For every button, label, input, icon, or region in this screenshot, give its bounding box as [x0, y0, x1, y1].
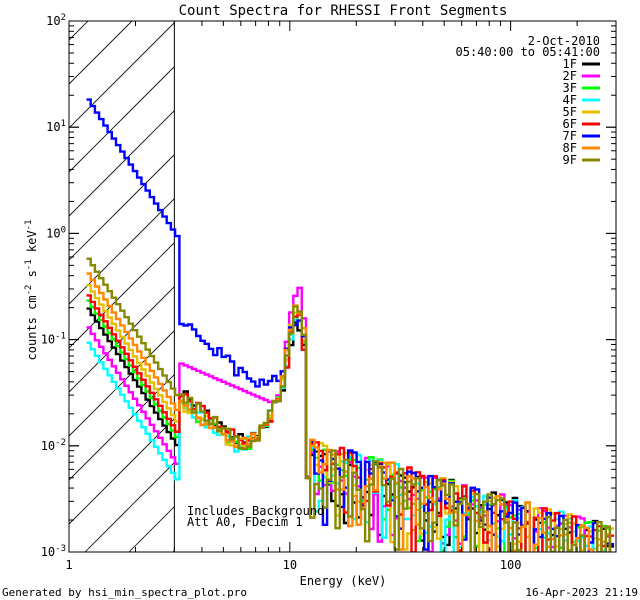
- footer-generated-by: Generated by hsi_min_spectra_plot.pro: [2, 586, 247, 599]
- date-label: 2-Oct-2010: [528, 34, 600, 48]
- y-tick-label: 10-1: [41, 332, 66, 347]
- x-axis-label: Energy (keV): [300, 574, 387, 588]
- x-tick-labels: 1 10 100: [65, 558, 521, 572]
- legend-label-4F: 4F: [563, 93, 577, 107]
- legend-label-3F: 3F: [563, 81, 577, 95]
- y-tick-label: 102: [46, 13, 66, 28]
- legend-label-9F: 9F: [563, 153, 577, 167]
- legend-label-8F: 8F: [563, 141, 577, 155]
- y-tick-label: 10-3: [41, 544, 66, 559]
- series-9F: [86, 257, 612, 552]
- y-tick-label: 10-2: [41, 438, 66, 453]
- x-tick-label: 1: [65, 558, 72, 572]
- hatch-line: [69, 198, 175, 305]
- series-layer: [86, 98, 615, 552]
- time-range-label: 05:40:00 to 05:41:00: [456, 45, 601, 59]
- hatch-line: [69, 418, 175, 525]
- y-axis-label: counts cm-2 s-1 keV-1: [24, 220, 39, 361]
- y-tick-label: 100: [46, 225, 66, 240]
- legend-label-2F: 2F: [563, 69, 577, 83]
- x-tick-label: 100: [500, 558, 522, 572]
- legend-label-7F: 7F: [563, 129, 577, 143]
- legend-label-5F: 5F: [563, 105, 577, 119]
- annotation-attenuator: Att A0, FDecim 1: [187, 515, 303, 529]
- chart-title: Count Spectra for RHESSI Front Segments: [179, 3, 508, 19]
- hatch-line: [69, 374, 175, 481]
- hatch-line: [69, 66, 175, 173]
- annotation-background: Includes Background: [187, 504, 324, 518]
- y-tick-label: 101: [46, 119, 66, 134]
- footer-timestamp: 16-Apr-2023 21:19: [525, 586, 638, 599]
- hatched-region: [69, 21, 175, 552]
- plot-frame: [68, 20, 617, 553]
- hatch-line: [69, 242, 175, 349]
- axis-ticks: [68, 20, 617, 553]
- legend-label-1F: 1F: [563, 57, 577, 71]
- x-tick-label: 10: [283, 558, 297, 572]
- legend-label-6F: 6F: [563, 117, 577, 131]
- y-tick-labels: 10-3 10-2 10-1 100 101 102: [41, 13, 66, 559]
- hatch-line: [69, 22, 175, 129]
